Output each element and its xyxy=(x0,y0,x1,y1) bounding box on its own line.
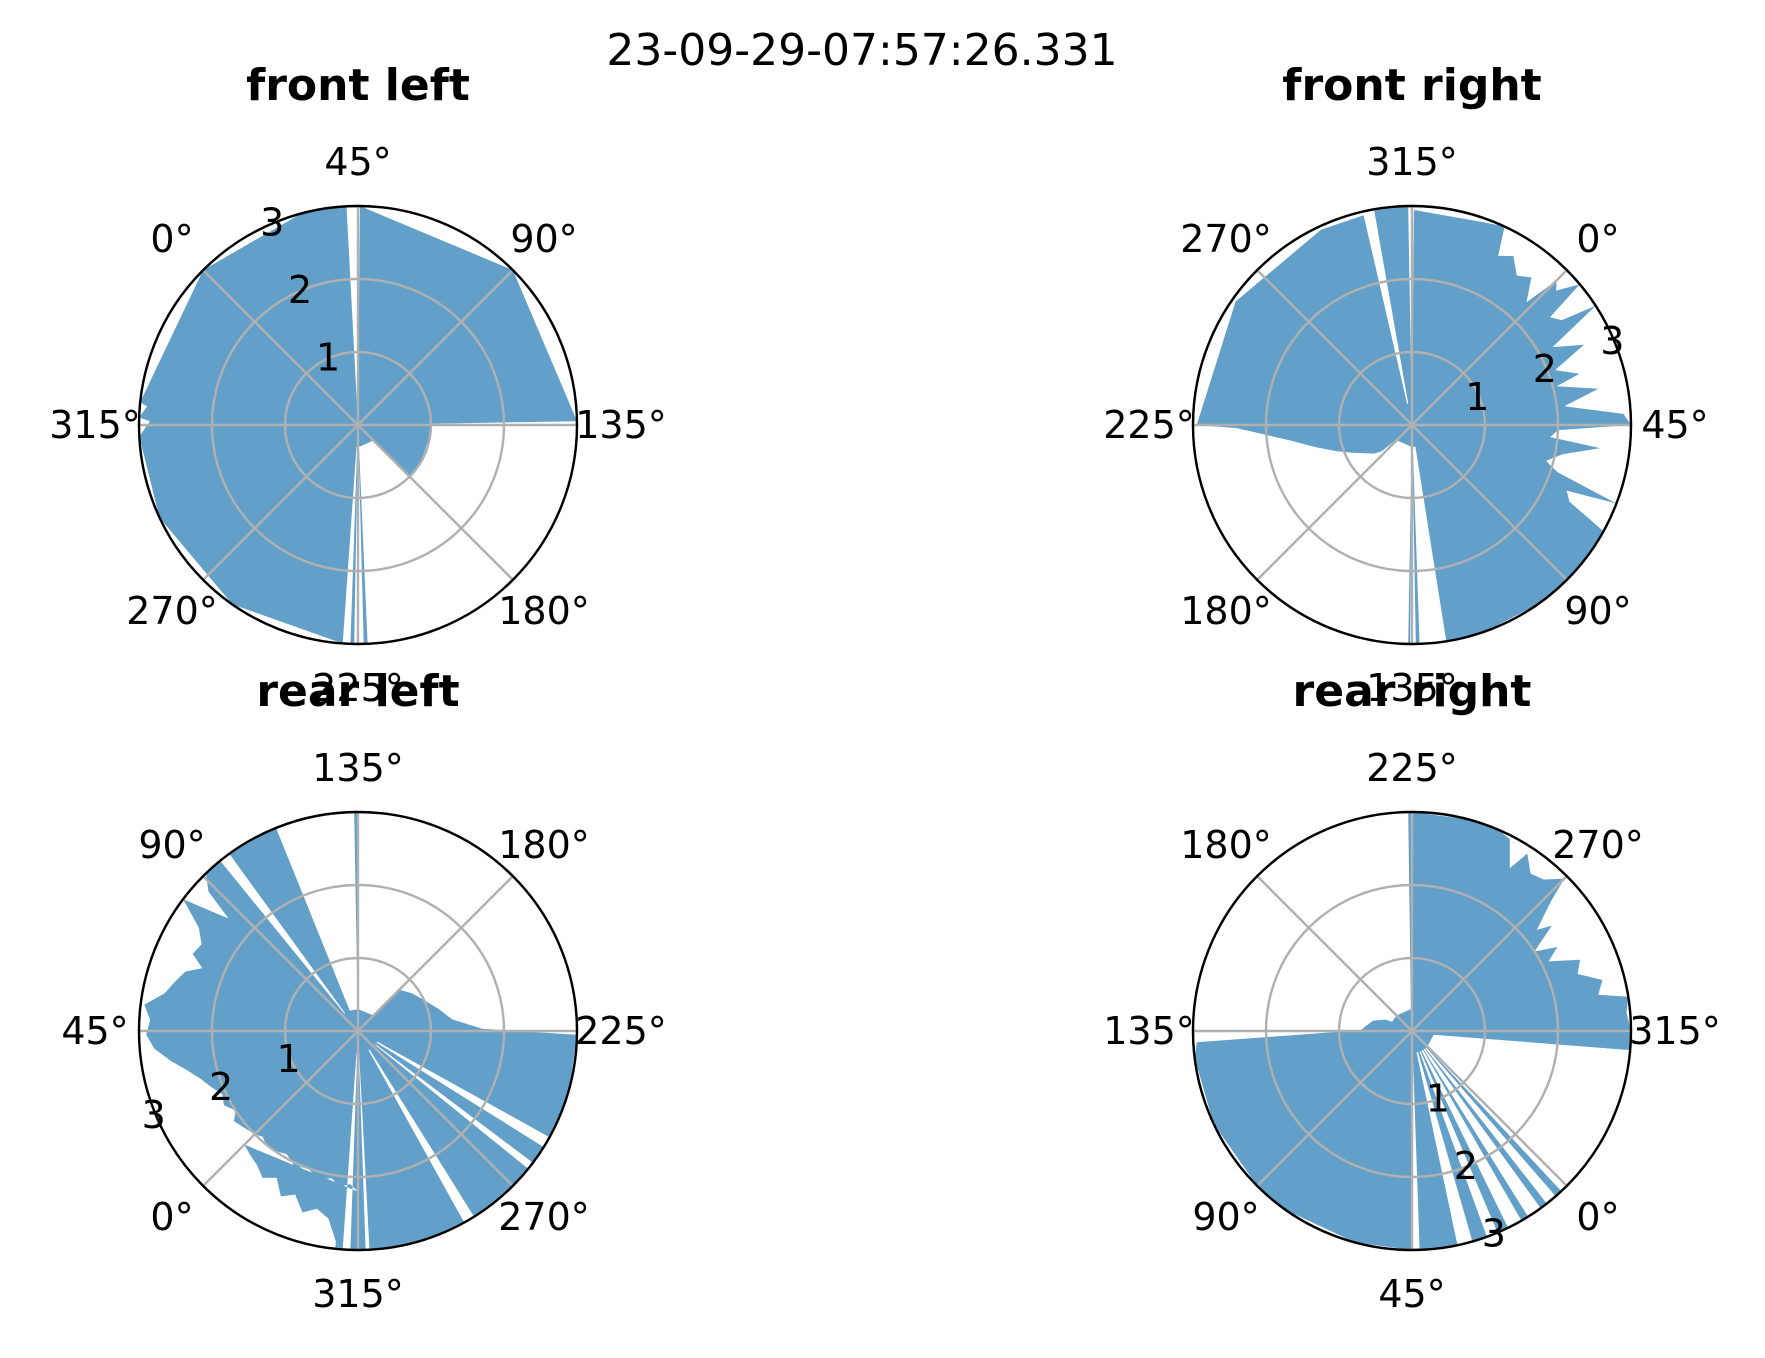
theta-gridline xyxy=(202,424,359,581)
theta-tick-label: 45° xyxy=(1378,1272,1445,1316)
r-tick-label: 2 xyxy=(288,268,312,312)
theta-gridline xyxy=(1256,424,1413,581)
theta-tick-label: 45° xyxy=(61,1009,128,1053)
theta-tick-label: 270° xyxy=(1552,823,1644,867)
theta-tick-label: 0° xyxy=(1576,1195,1619,1239)
polar-frame xyxy=(137,810,579,1252)
theta-gridline xyxy=(202,269,359,426)
theta-gridline xyxy=(357,875,514,1032)
theta-tick-label: 180° xyxy=(498,823,590,867)
theta-tick-label: 180° xyxy=(498,589,590,633)
theta-tick-label: 0° xyxy=(150,217,193,261)
panel-title: rear right xyxy=(1293,666,1532,717)
r-tick-label: 1 xyxy=(1426,1076,1450,1120)
theta-tick-label: 225° xyxy=(312,666,404,710)
theta-tick-label: 90° xyxy=(1192,1195,1259,1239)
theta-tick-label: 0° xyxy=(150,1195,193,1239)
theta-gridline xyxy=(1256,875,1413,1032)
theta-tick-label: 270° xyxy=(498,1195,590,1239)
polar-frame xyxy=(137,204,579,646)
theta-tick-label: 45° xyxy=(1641,403,1708,447)
theta-gridline xyxy=(1256,269,1413,426)
theta-tick-label: 225° xyxy=(1366,746,1458,790)
theta-gridline xyxy=(357,424,514,581)
theta-gridline xyxy=(1411,1030,1568,1187)
theta-tick-label: 135° xyxy=(575,403,667,447)
theta-tick-label: 315° xyxy=(312,1272,404,1316)
panel-title: front left xyxy=(246,60,470,111)
figure-suptitle: 23-09-29-07:57:26.331 xyxy=(606,25,1117,76)
theta-tick-label: 0° xyxy=(1576,217,1619,261)
theta-tick-label: 135° xyxy=(1103,1009,1195,1053)
theta-tick-label: 315° xyxy=(1629,1009,1721,1053)
theta-gridline xyxy=(357,1030,514,1187)
r-tick-label: 2 xyxy=(209,1065,233,1109)
polar-frame xyxy=(1191,204,1633,646)
theta-gridline xyxy=(357,269,514,426)
theta-tick-label: 270° xyxy=(126,589,218,633)
theta-gridline xyxy=(1411,424,1568,581)
theta-tick-label: 90° xyxy=(138,823,205,867)
polar-panel-front-left: 45° 90° 135° 180° 225° 270° 315° 0° 123 front lef… xyxy=(49,60,667,710)
theta-tick-label: 135° xyxy=(1366,666,1458,710)
theta-tick-label: 90° xyxy=(1564,589,1631,633)
theta-tick-label: 270° xyxy=(1180,217,1272,261)
r-tick-label: 1 xyxy=(316,336,340,380)
theta-tick-label: 45° xyxy=(324,140,391,184)
theta-gridline xyxy=(202,875,359,1032)
polar-frame xyxy=(1191,810,1633,1252)
r-tick-label: 3 xyxy=(260,201,284,245)
theta-tick-label: 315° xyxy=(49,403,141,447)
theta-gridline xyxy=(1411,875,1568,1032)
theta-gridline xyxy=(1256,1030,1413,1187)
polar-panel-rear-right: 225° 270° 315° 0° 45° 90° 135° 180° 123 rear righ… xyxy=(1103,666,1721,1316)
polar-panel-rear-left: 135° 180° 225° 270° 315° 0° 45° 90° 123 rear left xyxy=(61,666,666,1316)
theta-tick-label: 315° xyxy=(1366,140,1458,184)
panel-title: rear left xyxy=(256,666,459,717)
r-tick-label: 1 xyxy=(277,1037,301,1081)
theta-gridline xyxy=(202,1030,359,1187)
r-tick-label: 2 xyxy=(1533,347,1557,391)
theta-tick-label: 180° xyxy=(1180,823,1272,867)
r-tick-label: 3 xyxy=(1482,1211,1506,1255)
panel-title: front right xyxy=(1282,60,1541,111)
theta-gridline xyxy=(1411,269,1568,426)
theta-tick-label: 135° xyxy=(312,746,404,790)
theta-tick-label: 225° xyxy=(575,1009,667,1053)
theta-tick-label: 90° xyxy=(510,217,577,261)
r-tick-label: 2 xyxy=(1454,1144,1478,1188)
polar-panel-front-right: 315° 0° 45° 90° 135° 180° 225° 270° 123 front rig… xyxy=(1103,60,1708,710)
r-tick-label: 1 xyxy=(1465,375,1489,419)
r-tick-label: 3 xyxy=(1600,319,1624,363)
theta-tick-label: 180° xyxy=(1180,589,1272,633)
theta-tick-label: 225° xyxy=(1103,403,1195,447)
r-tick-label: 3 xyxy=(142,1093,166,1137)
